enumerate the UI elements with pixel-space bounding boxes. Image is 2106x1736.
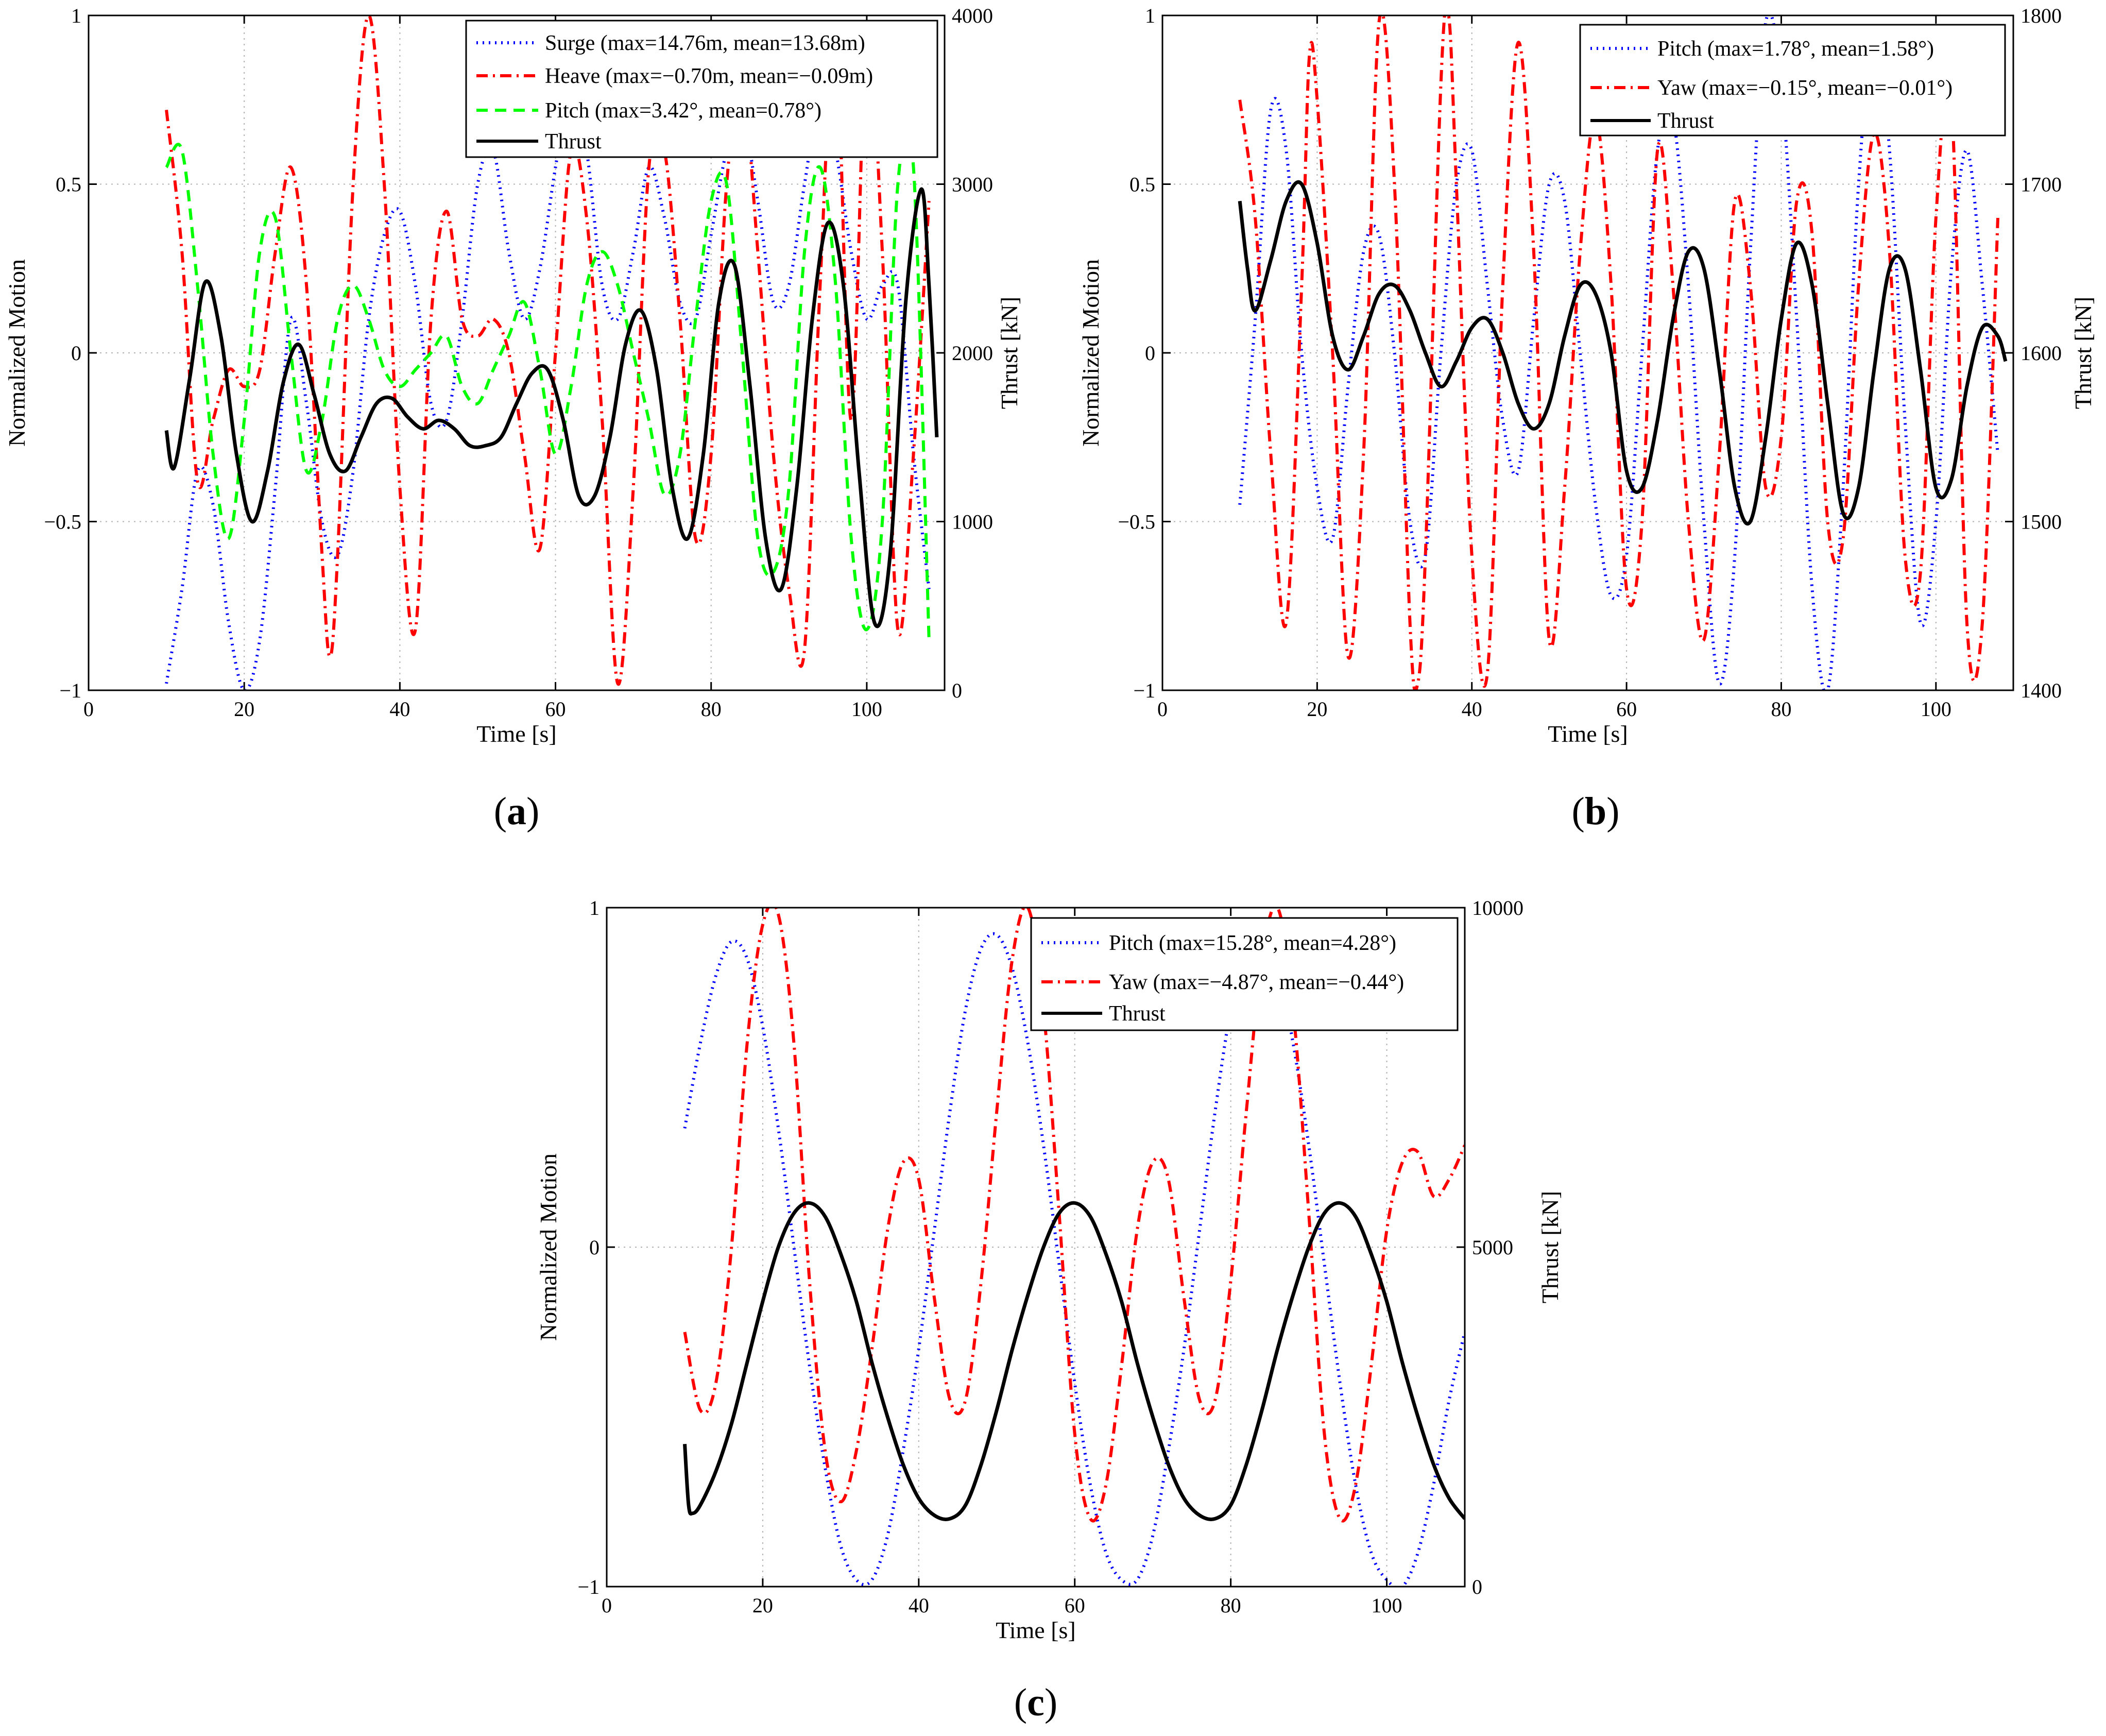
chart-panel-a: 0 20 40 60 80 100 −1 −0.5 0 0.5 1 0 1000 2000 3000 4000… (4, 4, 1022, 833)
panel-c-x-axis-label: Time [s] (996, 1617, 1076, 1643)
panel-b-y-tick-label: −1 (1133, 679, 1155, 702)
panel-c-label: (c) (1014, 1681, 1057, 1724)
panel-b-y2-axis-label: Thrust [kN] (2070, 297, 2096, 409)
panel-b-series-2 (1238, 180, 2008, 526)
panel-b-legend: Pitch (max=1.78°, mean=1.58°) Yaw (max=−… (1579, 24, 2006, 137)
panel-a-ticks: 0 20 40 60 80 100 −1 −0.5 0 0.5 1 0 1000 2000 3000 4000 (44, 4, 993, 721)
panel-c-series-0 (683, 932, 1465, 1587)
panel-c-legend-label-pitch: Pitch (max=15.28°, mean=4.28°) (1109, 931, 1396, 955)
panel-b-ticks: 0 20 40 60 80 100 −1 −0.5 0 0.5 1 1400 1500 1600 1700 1… (1118, 4, 2062, 721)
panel-a-x-tick-label: 40 (389, 697, 410, 721)
panel-a-legend: Surge (max=14.76m, mean=13.68m) Heave (m… (465, 20, 938, 158)
panel-a-x-axis-label: Time [s] (476, 721, 557, 747)
panel-c-x-tick-label: 80 (1221, 1594, 1241, 1617)
panel-a-y2-tick-label: 4000 (952, 4, 993, 27)
panel-b-legend-box (1579, 24, 2006, 137)
panel-a-y-tick-label: 0.5 (56, 173, 81, 196)
panel-b-x-tick-label: 80 (1771, 697, 1791, 721)
panel-b-y-tick-label: 0.5 (1129, 173, 1155, 196)
panel-c-x-tick-label: 60 (1065, 1594, 1085, 1617)
panel-b-y2-tick-label: 1500 (2021, 510, 2062, 534)
panel-c-y2-tick-label: 0 (1472, 1575, 1482, 1598)
panel-a-label-letter: a (507, 790, 526, 833)
panel-b-y2-tick-label: 1700 (2021, 173, 2062, 196)
panel-a-series-3 (164, 187, 939, 628)
panel-a-y-tick-label: 1 (71, 4, 81, 27)
panel-a-legend-box (465, 20, 938, 158)
panel-c-y-tick-label: 0 (589, 1236, 600, 1259)
panel-a-y2-tick-label: 0 (952, 679, 962, 702)
panel-a-x-tick-label: 60 (545, 697, 566, 721)
panel-a-series-2 (165, 122, 931, 640)
panel-b-label-letter: b (1585, 790, 1606, 833)
panel-c-series (683, 908, 1465, 1587)
panel-c-series-2 (683, 1201, 1465, 1521)
panel-c-y-tick-label: −1 (577, 1575, 600, 1598)
panel-c-y2-axis-label: Thrust [kN] (1537, 1191, 1563, 1303)
panel-a-y-tick-label: −1 (59, 679, 81, 702)
panel-c-x-tick-label: 100 (1372, 1594, 1402, 1617)
panel-b-x-tick-label: 40 (1462, 697, 1482, 721)
panel-b-y-axis-label: Normalized Motion (1077, 259, 1104, 447)
panel-c-series-1 (683, 908, 1465, 1523)
panel-c-legend: Pitch (max=15.28°, mean=4.28°) Yaw (max=… (1030, 917, 1459, 1031)
panel-a-legend-label-surge: Surge (max=14.76m, mean=13.68m) (545, 31, 865, 55)
panel-a-x-tick-label: 80 (701, 697, 722, 721)
panel-a-x-tick-label: 100 (851, 697, 882, 721)
panel-a-x-tick-label: 0 (83, 697, 94, 721)
panel-b-x-tick-label: 60 (1616, 697, 1637, 721)
panel-c-legend-label-thrust: Thrust (1109, 1002, 1166, 1026)
panel-a-legend-label-thrust: Thrust (545, 130, 602, 154)
panel-c-x-tick-label: 20 (752, 1594, 773, 1617)
panel-a-y-tick-label: −0.5 (44, 510, 81, 534)
panel-c-x-tick-label: 40 (909, 1594, 929, 1617)
chart-panel-b: 0 20 40 60 80 100 −1 −0.5 0 0.5 1 1400 1500 1600 1700 1… (1077, 4, 2096, 833)
panel-b-legend-label-yaw: Yaw (max=−0.15°, mean=−0.01°) (1657, 76, 1953, 100)
panel-a-legend-label-pitch: Pitch (max=3.42°, mean=0.78°) (545, 99, 821, 123)
panel-b-legend-label-pitch: Pitch (max=1.78°, mean=1.58°) (1657, 37, 1934, 61)
panel-a-series-0 (165, 81, 931, 690)
panel-a-y2-axis-label: Thrust [kN] (996, 297, 1022, 409)
panel-a-y-tick-label: 0 (71, 342, 81, 365)
panel-a-legend-label-heave: Heave (max=−0.70m, mean=−0.09m) (545, 64, 873, 88)
panel-a-y-axis-label: Normalized Motion (4, 259, 30, 447)
panel-a-x-tick-label: 20 (234, 697, 254, 721)
panel-b-x-axis-label: Time [s] (1548, 721, 1628, 747)
panel-c-legend-label-yaw: Yaw (max=−4.87°, mean=−0.44°) (1109, 971, 1404, 994)
panel-c-legend-box (1030, 917, 1459, 1031)
panel-b-x-tick-label: 20 (1307, 697, 1327, 721)
panel-b-y2-tick-label: 1400 (2021, 679, 2062, 702)
panel-b-y2-tick-label: 1800 (2021, 4, 2062, 27)
panel-a-label: (a) (494, 790, 540, 833)
panel-b-legend-label-thrust: Thrust (1657, 109, 1714, 133)
panel-b-y-tick-label: 1 (1145, 4, 1155, 27)
panel-c-y-axis-label: Normalized Motion (535, 1153, 561, 1341)
panel-c-label-letter: c (1027, 1681, 1045, 1724)
panel-b-x-tick-label: 0 (1157, 697, 1168, 721)
panel-c-y2-tick-label: 10000 (1472, 896, 1523, 920)
panel-a-y2-tick-label: 2000 (952, 342, 993, 365)
panel-a-y2-tick-label: 1000 (952, 510, 993, 534)
panel-c-y-tick-label: 1 (589, 896, 600, 920)
panel-b-y-tick-label: −0.5 (1118, 510, 1155, 534)
panel-c-x-tick-label: 0 (602, 1594, 612, 1617)
panel-a-y2-tick-label: 3000 (952, 173, 993, 196)
panel-b-y2-tick-label: 1600 (2021, 342, 2062, 365)
panel-c-y2-tick-label: 5000 (1472, 1236, 1513, 1259)
panel-b-x-tick-label: 100 (1921, 697, 1951, 721)
panel-b-label: (b) (1572, 790, 1620, 833)
panel-b-y-tick-label: 0 (1145, 342, 1155, 365)
